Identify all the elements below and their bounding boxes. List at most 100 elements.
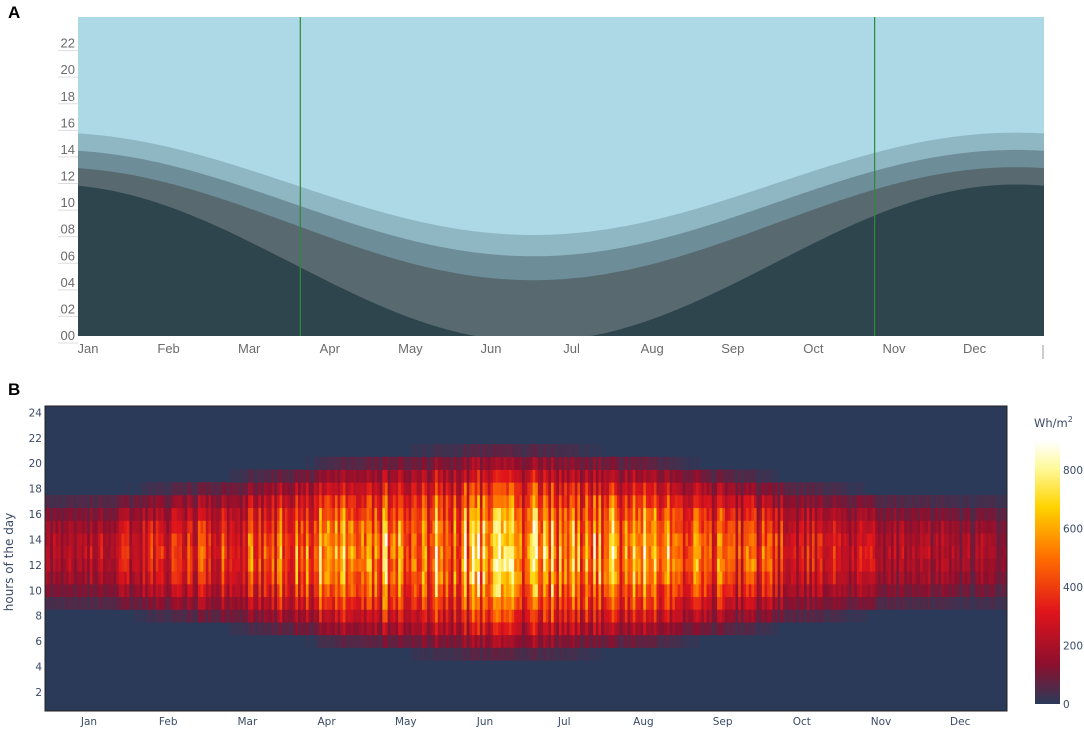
heatmap-cell bbox=[516, 647, 520, 661]
heatmap-cell bbox=[95, 533, 99, 547]
heatmap-cell bbox=[775, 609, 779, 623]
heatmap-cell bbox=[79, 533, 83, 547]
heatmap-cell bbox=[76, 583, 80, 598]
heatmap-cell bbox=[187, 507, 191, 521]
heatmap-cell bbox=[690, 507, 694, 521]
heatmap-cell bbox=[640, 456, 644, 470]
heatmap-cell bbox=[276, 469, 280, 483]
heatmap-cell bbox=[411, 558, 415, 572]
heatmap-cell bbox=[81, 507, 85, 521]
heatmap-cell bbox=[366, 533, 370, 547]
heatmap-cell bbox=[970, 596, 974, 610]
heatmap-cell bbox=[593, 647, 597, 661]
heatmap-cell bbox=[158, 507, 162, 521]
heatmap-cell bbox=[229, 622, 233, 636]
heatmap-cell bbox=[706, 596, 710, 610]
heatmap-cell bbox=[872, 583, 876, 598]
heatmap-cell bbox=[279, 469, 283, 483]
heatmap-cell bbox=[685, 507, 689, 521]
heatmap-cell bbox=[740, 609, 744, 623]
heatmap-cell bbox=[920, 545, 924, 559]
heatmap-cell bbox=[962, 583, 966, 598]
heatmap-cell bbox=[413, 622, 418, 636]
heatmap-cell bbox=[769, 520, 773, 534]
heatmap-cell bbox=[313, 583, 317, 598]
heatmap-cell bbox=[643, 622, 647, 636]
heatmap-cell bbox=[237, 533, 241, 547]
heatmap-cell bbox=[421, 634, 425, 648]
heatmap-cell bbox=[216, 545, 220, 559]
heatmap-cell bbox=[242, 469, 246, 483]
heatmap-cell bbox=[263, 571, 267, 585]
heatmap-cell bbox=[680, 571, 684, 585]
heatmap-cell bbox=[45, 494, 49, 509]
heatmap-cell bbox=[408, 545, 412, 559]
heatmap-cell bbox=[419, 558, 423, 572]
heatmap-cell bbox=[229, 507, 233, 521]
heatmap-cell bbox=[137, 507, 141, 521]
heatmap-cell bbox=[395, 520, 399, 534]
heatmap-cell bbox=[746, 507, 750, 521]
heatmap-cell bbox=[772, 482, 776, 496]
heatmap-cell bbox=[155, 507, 159, 521]
heatmap-cell bbox=[348, 622, 352, 636]
heatmap-cell bbox=[408, 469, 412, 483]
heatmap-cell bbox=[616, 634, 620, 648]
heatmap-cell bbox=[1001, 583, 1005, 598]
heatmap-cell bbox=[150, 494, 154, 509]
heatmap-cell bbox=[793, 545, 797, 559]
heatmap-cell bbox=[63, 571, 67, 585]
heatmap-cell bbox=[864, 558, 868, 572]
heatmap-cell bbox=[717, 533, 721, 547]
heatmap-cell bbox=[809, 507, 813, 521]
heatmap-cell bbox=[801, 583, 805, 598]
heatmap-cell bbox=[682, 456, 686, 470]
heatmap-cell bbox=[767, 520, 771, 534]
heatmap-cell bbox=[759, 469, 763, 483]
heatmap-cell bbox=[237, 482, 241, 496]
heatmap-cell bbox=[242, 520, 246, 534]
heatmap-cell bbox=[917, 494, 921, 509]
heatmap-cell bbox=[516, 533, 520, 547]
heatmap-cell bbox=[614, 622, 618, 636]
heatmap-cell bbox=[232, 609, 236, 623]
heatmap-cell bbox=[208, 494, 212, 509]
heatmap-cell bbox=[437, 583, 441, 598]
heatmap-cell bbox=[764, 596, 768, 610]
heatmap-cell bbox=[66, 494, 70, 509]
heatmap-cell bbox=[722, 596, 726, 610]
heatmap-cell bbox=[524, 520, 528, 534]
heatmap-cell bbox=[593, 596, 597, 610]
heatmap-cell bbox=[864, 507, 868, 521]
heatmap-cell bbox=[226, 533, 230, 547]
heatmap-cell bbox=[305, 622, 309, 636]
heatmap-cell bbox=[925, 494, 929, 509]
heatmap-cell bbox=[369, 609, 373, 623]
heatmap-cell bbox=[682, 558, 686, 572]
daylight-y-tick-label: 08 bbox=[61, 222, 75, 237]
heatmap-cell bbox=[946, 494, 950, 509]
heatmap-cell bbox=[287, 533, 291, 547]
heatmap-cell bbox=[427, 482, 431, 496]
colorbar-title-exponent: 2 bbox=[1068, 415, 1073, 424]
heatmap-cell bbox=[319, 571, 323, 585]
heatmap-cell bbox=[124, 494, 128, 509]
heatmap-cell bbox=[667, 583, 671, 598]
heatmap-cell bbox=[392, 596, 396, 610]
heatmap-cell bbox=[1004, 558, 1008, 572]
heatmap-cell bbox=[179, 571, 183, 585]
heatmap-cell bbox=[693, 634, 697, 648]
heatmap-cell bbox=[869, 494, 873, 509]
heatmap-cell bbox=[999, 520, 1003, 534]
heatmap-cell bbox=[782, 533, 787, 547]
heatmap-cell bbox=[390, 596, 394, 610]
heatmap-cell bbox=[308, 482, 312, 496]
heatmap-cell bbox=[142, 494, 146, 509]
heatmap-cell bbox=[482, 622, 486, 636]
heatmap-cell bbox=[753, 494, 758, 509]
heatmap-cell bbox=[706, 469, 710, 483]
heatmap-cell bbox=[416, 545, 420, 559]
heatmap-cell bbox=[598, 444, 602, 458]
heatmap-cell bbox=[245, 533, 249, 547]
heatmap-cell bbox=[329, 507, 333, 521]
